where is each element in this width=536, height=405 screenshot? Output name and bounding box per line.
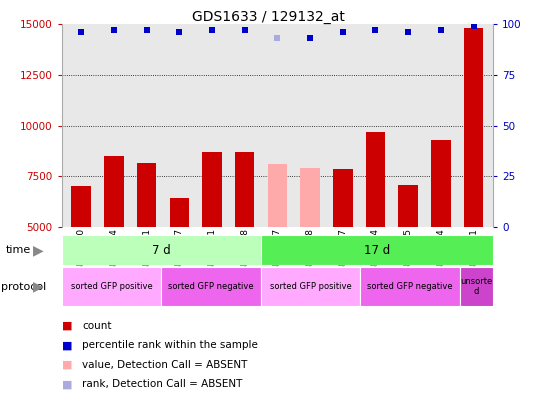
Text: sorted GFP negative: sorted GFP negative xyxy=(367,282,453,291)
Text: 7 d: 7 d xyxy=(152,243,170,257)
Point xyxy=(371,27,379,34)
Text: percentile rank within the sample: percentile rank within the sample xyxy=(82,341,258,350)
Text: ▶: ▶ xyxy=(33,279,44,294)
Text: value, Detection Call = ABSENT: value, Detection Call = ABSENT xyxy=(82,360,248,370)
Bar xyxy=(62,267,161,306)
Text: sorted GFP negative: sorted GFP negative xyxy=(168,282,254,291)
Point xyxy=(404,29,412,36)
Bar xyxy=(137,163,157,227)
Bar xyxy=(71,186,91,227)
Text: count: count xyxy=(82,321,111,331)
Bar xyxy=(104,156,124,227)
Bar xyxy=(202,152,222,227)
Text: time: time xyxy=(5,245,31,255)
Bar xyxy=(261,267,360,306)
Bar xyxy=(261,235,493,265)
Point xyxy=(175,29,184,36)
Bar xyxy=(300,168,320,227)
Point xyxy=(241,27,249,34)
Bar xyxy=(169,198,189,227)
Bar xyxy=(360,267,460,306)
Point xyxy=(208,27,217,34)
Text: ▶: ▶ xyxy=(33,243,44,257)
Text: ■: ■ xyxy=(62,360,72,370)
Point xyxy=(469,23,478,30)
Bar xyxy=(267,164,287,227)
Point xyxy=(110,27,118,34)
Bar xyxy=(161,267,261,306)
Text: 17 d: 17 d xyxy=(364,243,390,257)
Text: rank, Detection Call = ABSENT: rank, Detection Call = ABSENT xyxy=(82,379,242,389)
Bar xyxy=(235,152,255,227)
Point xyxy=(143,27,151,34)
Text: ■: ■ xyxy=(62,321,72,331)
Point xyxy=(338,29,347,36)
Point xyxy=(306,35,314,42)
Text: sorted GFP positive: sorted GFP positive xyxy=(270,282,352,291)
Text: ■: ■ xyxy=(62,341,72,350)
Point xyxy=(436,27,445,34)
Text: GDS1633 / 129132_at: GDS1633 / 129132_at xyxy=(191,10,345,24)
Text: protocol: protocol xyxy=(1,281,46,292)
Bar xyxy=(460,267,493,306)
Point xyxy=(273,35,282,42)
Bar xyxy=(366,132,385,227)
Text: sorted GFP positive: sorted GFP positive xyxy=(71,282,152,291)
Bar xyxy=(62,235,261,265)
Text: unsorte
d: unsorte d xyxy=(460,277,493,296)
Bar xyxy=(333,169,353,227)
Point xyxy=(77,29,86,36)
Bar xyxy=(398,185,418,227)
Text: ■: ■ xyxy=(62,379,72,389)
Bar xyxy=(464,28,483,227)
Bar xyxy=(431,140,451,227)
